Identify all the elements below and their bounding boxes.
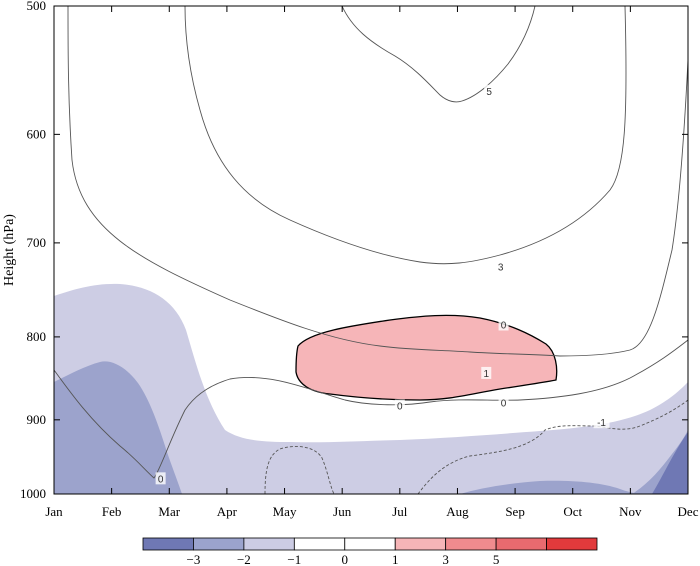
shaded-fields: [54, 283, 688, 494]
contour-lines: [54, 6, 688, 494]
colorbar-label: 3: [442, 552, 449, 566]
contour-neg1-dashed: [417, 399, 688, 494]
colorbar-segment: [243, 537, 295, 551]
x-tick-label: Jan: [45, 504, 63, 519]
colorbar-segment: [293, 537, 346, 551]
x-tick-label: Aug: [446, 504, 469, 519]
contour-3: [184, 6, 627, 265]
shade-negative-light: [54, 283, 688, 494]
contour-label: 1: [483, 369, 489, 380]
colorbar-segment: [193, 537, 245, 551]
colorbar-segment: [344, 537, 396, 551]
y-tick-label: 500: [27, 0, 47, 13]
contour-0-lower: [54, 339, 688, 479]
colorbar-label: −2: [237, 552, 251, 566]
y-tick-label: 700: [27, 235, 47, 250]
contour-label-bg: [484, 84, 495, 97]
contour-label-bg: [495, 260, 506, 273]
contour-label-bg: [394, 399, 405, 412]
contour-label-bg: [155, 472, 166, 485]
colorbar-segment: [142, 537, 194, 551]
x-tick-label: Jun: [333, 504, 352, 519]
x-tick-label: Jul: [392, 504, 408, 519]
contour-label: 3: [498, 263, 504, 274]
x-tick-label: Oct: [563, 504, 582, 519]
x-tick-label: Sep: [505, 504, 525, 519]
colorbar-segment: [546, 537, 598, 551]
contour-label: 0: [501, 398, 507, 409]
shade-negative-mid-left: [54, 361, 182, 494]
shade-negative-dark-right: [652, 432, 688, 494]
y-axis-title: Height (hPa): [2, 214, 17, 286]
plot-frame: [53, 5, 689, 495]
y-tick-label: 900: [27, 412, 47, 427]
contour-label-bg: [498, 318, 509, 331]
x-tick-label: Feb: [102, 504, 122, 519]
contour-label: -1: [597, 418, 606, 429]
contour-label-bg: [481, 366, 492, 379]
colorbar-segment: [445, 537, 497, 551]
contour-label: 0: [501, 320, 507, 331]
contour-labels: 5 3 0 1 0 0 -1 0: [155, 84, 610, 485]
contour-5: [341, 6, 536, 103]
contour-label-bg: [498, 396, 509, 409]
colorbar: −3 −2 −1 0 1 3 5: [142, 537, 598, 566]
contour-label: 0: [158, 474, 164, 485]
y-tick-label: 600: [27, 126, 47, 141]
colorbar-label: 5: [493, 552, 500, 566]
contour-top-right: [687, 57, 688, 60]
contour-1-dashed: [264, 446, 335, 494]
y-tick-label: 1000: [20, 486, 46, 501]
contour-1-outer: [67, 6, 688, 357]
contour-label: 0: [397, 402, 403, 413]
colorbar-label: −1: [287, 552, 301, 566]
x-tick-label: Dec: [678, 504, 699, 519]
colorbar-label: 0: [342, 552, 349, 566]
shade-negative-mid-right: [460, 480, 646, 494]
colorbar-label: −3: [187, 552, 201, 566]
colorbar-segment: [394, 537, 447, 551]
x-tick-label: Nov: [619, 504, 642, 519]
contour-label: 5: [486, 87, 492, 98]
colorbar-label: 1: [392, 552, 399, 566]
y-tick-label: 800: [27, 329, 47, 344]
contour-label-bg: [593, 416, 610, 429]
x-tick-label: May: [273, 504, 297, 519]
colorbar-segment: [495, 537, 547, 551]
x-tick-label: Apr: [217, 504, 238, 519]
x-axis: Jan Feb Mar Apr May Jun Jul Aug Sep Oct Nov Dec: [45, 6, 699, 519]
x-tick-label: Mar: [158, 504, 180, 519]
